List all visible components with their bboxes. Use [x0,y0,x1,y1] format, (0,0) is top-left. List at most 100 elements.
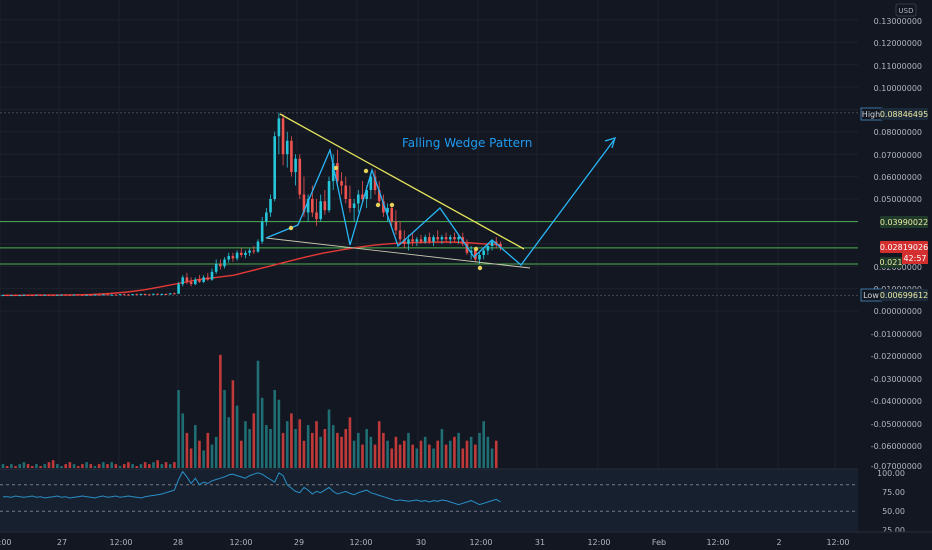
price-axis[interactable]: 0.13000000 0.12000000 0.11000000 0.10000000… [858,0,932,535]
time-tick-label: 12:00 [349,538,372,547]
high-badge-value: 0.08846495 [880,110,928,119]
candle-body [131,294,134,296]
candle-body [290,140,293,173]
signal-dot [473,246,479,252]
candle-body [440,237,444,240]
ma-line [3,241,501,296]
volume-bar [47,462,51,468]
time-tick-label: 2 [776,538,781,547]
volume-bar [377,421,381,468]
volume-bar [269,429,272,468]
candle-body [365,190,368,199]
candle-body [348,199,352,208]
volume-bar [227,417,231,468]
candle-body [185,277,189,282]
volume-bar [22,462,26,468]
candle-body [76,294,80,296]
time-tick-label: 12:00 [587,538,610,547]
price-tick-label: -0.05000000 [871,420,922,429]
volume-bar [5,466,9,468]
candle-body [444,237,448,240]
candle-body [43,294,47,296]
candle-body [143,293,147,295]
candle-body [369,176,373,191]
candle-body [60,294,63,296]
candle-body [152,293,155,295]
candle-body [306,199,310,213]
volume-bar [260,397,264,468]
candle-body [72,294,76,296]
time-tick-label: 31 [535,538,545,547]
candle-body [256,241,260,252]
volume-bar [173,462,176,468]
low-badge-value: 0.00699612 [880,291,928,300]
volume-bar [18,464,22,468]
volume-bar [319,436,322,468]
volume-bar [311,432,314,468]
candle-body [411,239,414,242]
candle-body [486,246,490,251]
candle-body [252,250,256,252]
volume-bar [214,436,218,468]
volume-bar [315,421,318,468]
volume-bar [185,432,189,468]
horizontal-levels [0,112,858,296]
candle-body [18,295,22,297]
volume-bar [43,464,47,468]
volume-bar [281,432,285,468]
volume-bar [469,436,473,468]
volume-bar [407,432,410,468]
volume-bar [394,436,398,468]
candle-body [139,293,143,295]
volume-bar [461,448,465,468]
candle-body [428,237,431,242]
time-tick-label: 12:00 [469,538,492,547]
candle-body [102,294,105,296]
upper-level-badge-value-box [880,216,928,228]
signal-dot [333,165,339,171]
volume-bar [419,440,423,468]
currency-text: USD [899,7,914,15]
volume-bar [106,464,109,468]
currency-label[interactable]: USD [895,3,917,17]
volume-bar [273,390,276,468]
candle-body [239,252,243,255]
candle-body [127,294,130,296]
time-tick-label: 12:00 [706,538,729,547]
volume-bar [331,425,335,468]
volume-bar [135,466,139,468]
volume-bar [440,429,444,468]
candle-body [323,201,327,211]
volume-bar [490,448,494,468]
candle-body [386,207,389,213]
wedge-drawings[interactable] [265,113,616,271]
time-axis-background [0,532,932,550]
volume-bar [494,440,498,468]
candle-body [398,230,402,240]
countdown-badge: 42:57 [902,253,928,264]
candle-body [214,263,218,272]
volume-bar [26,464,30,468]
candles[interactable] [1,112,502,297]
volume-bar [390,448,394,468]
candle-body [415,239,419,242]
candle-body [382,201,385,213]
volume-bar [340,436,343,468]
time-tick-label: 12:00 [229,538,252,547]
low-badge-value-box [880,289,928,301]
volume-bar [51,460,55,468]
volume-bar [81,464,84,468]
volume-bar [160,464,164,468]
time-axis[interactable]: 12:00 27 12:00 28 12:00 29 12:00 30 12:00 31 12:00… [0,531,932,550]
volume-bar [202,450,205,468]
volume-bar [139,464,143,468]
candle-body [210,271,214,280]
volume-bar [336,432,339,468]
pattern-annotation[interactable]: Falling Wedge Pattern [402,136,532,150]
signal-dot [288,225,294,231]
volume-bar [344,429,348,468]
rsi-line [3,470,501,506]
candle-body [56,294,59,296]
candle-body [85,294,88,296]
